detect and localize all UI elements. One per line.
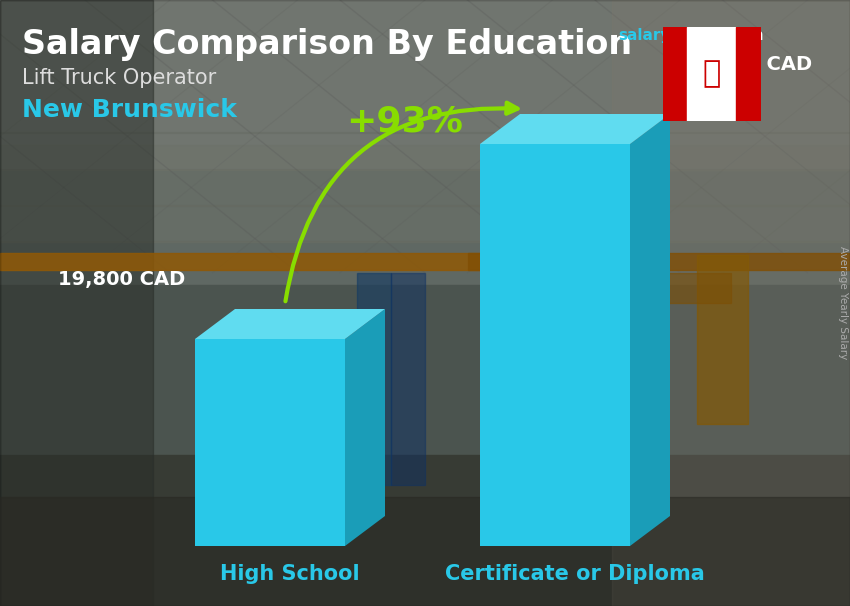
Polygon shape (195, 309, 385, 339)
Bar (0, 253, 638, 270)
Bar (612, 0, 850, 606)
Bar (736, 27, 761, 121)
Bar (0, 0, 850, 170)
Polygon shape (480, 114, 670, 144)
Polygon shape (480, 144, 630, 546)
Bar (0, 0, 850, 376)
Bar (663, 27, 688, 121)
Text: 🍁: 🍁 (703, 59, 721, 88)
Polygon shape (345, 309, 385, 546)
FancyArrowPatch shape (286, 102, 518, 301)
Bar (0, 285, 850, 515)
Text: 38,300 CAD: 38,300 CAD (685, 55, 812, 74)
Text: 19,800 CAD: 19,800 CAD (58, 270, 185, 289)
Text: Salary Comparison By Education: Salary Comparison By Education (22, 28, 632, 61)
Bar (391, 273, 425, 485)
Text: Certificate or Diploma: Certificate or Diploma (445, 564, 705, 584)
Bar (0, 145, 850, 242)
Text: Lift Truck Operator: Lift Truck Operator (22, 68, 216, 88)
Text: +93%: +93% (347, 104, 463, 139)
Text: explorer: explorer (666, 28, 738, 43)
Polygon shape (195, 339, 345, 546)
Bar (357, 273, 391, 485)
Text: Average Yearly Salary: Average Yearly Salary (838, 247, 848, 359)
Text: .com: .com (726, 28, 763, 43)
Text: New Brunswick: New Brunswick (22, 98, 237, 122)
Bar (468, 253, 850, 270)
Polygon shape (630, 114, 670, 546)
Text: High School: High School (220, 564, 360, 584)
Bar (0, 454, 850, 606)
Bar (0, 0, 153, 606)
Bar (688, 27, 736, 121)
Bar (612, 273, 731, 303)
Text: salary: salary (618, 28, 671, 43)
Bar (0, 497, 850, 606)
Bar (697, 255, 748, 424)
